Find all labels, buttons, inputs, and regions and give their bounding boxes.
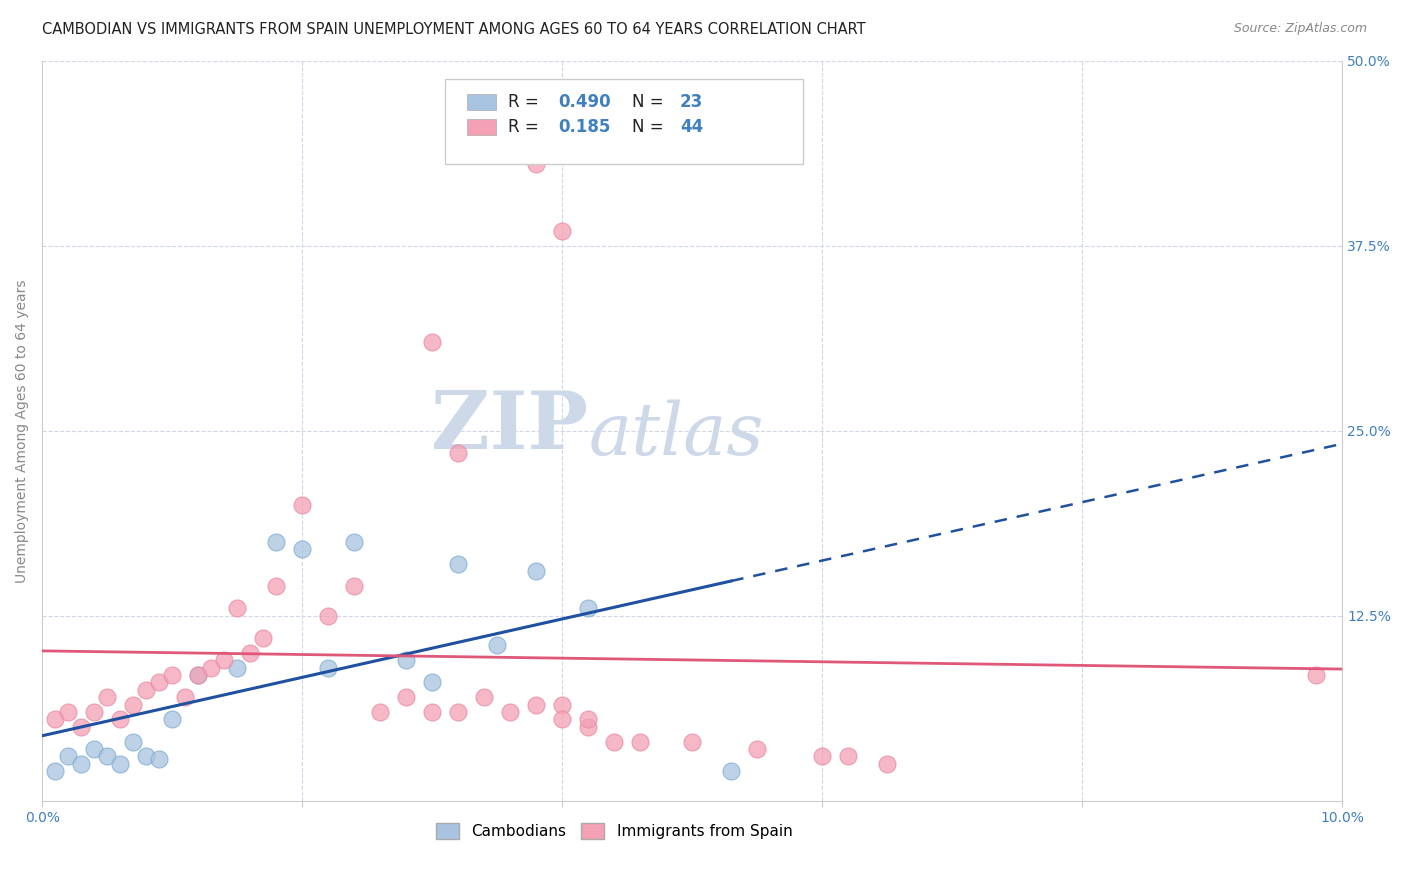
Text: 0.185: 0.185 [558,118,610,136]
Point [96,690,118,705]
Point [108,713,131,727]
Point [122,734,145,748]
Y-axis label: Unemployment Among Ages 60 to 64 years: Unemployment Among Ages 60 to 64 years [15,279,30,582]
Point [200,660,222,674]
Point [811,749,834,764]
Point [108,756,131,771]
Point [576,720,599,734]
Text: N =: N = [631,93,669,111]
Point [681,734,703,748]
Point [174,690,197,705]
Point [122,698,145,712]
Point [486,639,509,653]
Point [420,675,443,690]
Point [343,579,366,593]
Point [876,756,898,771]
Point [83,742,105,756]
Point [395,653,418,667]
Point [472,690,495,705]
Point [187,668,209,682]
Point [252,631,274,645]
Point [551,698,574,712]
Point [291,542,314,557]
Point [551,713,574,727]
Point [447,446,470,460]
Point [499,705,522,719]
Point [135,682,157,697]
Point [576,601,599,615]
Point [603,734,626,748]
Point [747,742,769,756]
Point [447,557,470,571]
Point [368,705,391,719]
Text: R =: R = [509,118,550,136]
Point [212,653,235,667]
Text: atlas: atlas [588,400,763,470]
Point [226,601,249,615]
Point [343,534,366,549]
Point [395,690,418,705]
Point [160,713,183,727]
Text: ZIP: ZIP [432,388,588,466]
Point [44,713,66,727]
Text: R =: R = [509,93,544,111]
Point [524,565,547,579]
Point [148,752,170,766]
Point [447,705,470,719]
Point [58,705,80,719]
Point [187,668,209,682]
Point [135,749,157,764]
Point [1305,668,1327,682]
Point [524,698,547,712]
Point [70,720,93,734]
FancyBboxPatch shape [467,94,496,110]
Point [291,498,314,512]
Point [264,579,287,593]
Point [239,646,262,660]
Legend: Cambodians, Immigrants from Spain: Cambodians, Immigrants from Spain [430,817,799,845]
Text: 23: 23 [681,93,703,111]
Point [720,764,742,779]
Text: Source: ZipAtlas.com: Source: ZipAtlas.com [1233,22,1367,36]
Point [551,224,574,238]
Point [420,705,443,719]
Point [58,749,80,764]
Point [316,660,339,674]
Point [628,734,651,748]
Point [148,675,170,690]
FancyBboxPatch shape [446,79,803,164]
Text: 0.490: 0.490 [558,93,610,111]
Point [420,334,443,349]
Point [160,668,183,682]
Point [576,713,599,727]
Text: N =: N = [631,118,669,136]
FancyBboxPatch shape [467,119,496,135]
Point [316,608,339,623]
Point [837,749,859,764]
Point [83,705,105,719]
Point [70,756,93,771]
Text: CAMBODIAN VS IMMIGRANTS FROM SPAIN UNEMPLOYMENT AMONG AGES 60 TO 64 YEARS CORREL: CAMBODIAN VS IMMIGRANTS FROM SPAIN UNEMP… [42,22,866,37]
Point [96,749,118,764]
Point [44,764,66,779]
Point [264,534,287,549]
Point [524,157,547,171]
Text: 44: 44 [681,118,703,136]
Point [226,660,249,674]
